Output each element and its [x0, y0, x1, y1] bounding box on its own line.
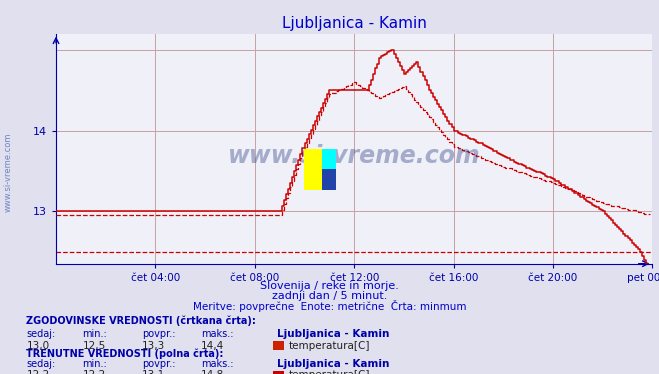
Text: povpr.:: povpr.:: [142, 359, 175, 369]
Text: Meritve: povprečne  Enote: metrične  Črta: minmum: Meritve: povprečne Enote: metrične Črta:…: [192, 300, 467, 312]
Text: www.si-vreme.com: www.si-vreme.com: [228, 144, 480, 168]
Title: Ljubljanica - Kamin: Ljubljanica - Kamin: [282, 16, 426, 31]
Text: TRENUTNE VREDNOSTI (polna črta):: TRENUTNE VREDNOSTI (polna črta):: [26, 349, 224, 359]
Text: sedaj:: sedaj:: [26, 359, 55, 369]
Text: 12,2: 12,2: [26, 370, 49, 374]
Text: zadnji dan / 5 minut.: zadnji dan / 5 minut.: [272, 291, 387, 301]
Text: 13,3: 13,3: [142, 341, 165, 350]
Text: ZGODOVINSKE VREDNOSTI (črtkana črta):: ZGODOVINSKE VREDNOSTI (črtkana črta):: [26, 315, 256, 325]
Text: povpr.:: povpr.:: [142, 329, 175, 338]
Text: sedaj:: sedaj:: [26, 329, 55, 338]
Text: 12,5: 12,5: [82, 341, 105, 350]
Text: Ljubljanica - Kamin: Ljubljanica - Kamin: [277, 329, 389, 338]
Text: 14,8: 14,8: [201, 370, 224, 374]
Text: maks.:: maks.:: [201, 329, 233, 338]
Text: 12,2: 12,2: [82, 370, 105, 374]
Text: Slovenija / reke in morje.: Slovenija / reke in morje.: [260, 281, 399, 291]
Text: min.:: min.:: [82, 329, 107, 338]
Text: www.si-vreme.com: www.si-vreme.com: [4, 132, 13, 212]
Text: min.:: min.:: [82, 359, 107, 369]
Text: temperatura[C]: temperatura[C]: [289, 370, 370, 374]
Text: 14,4: 14,4: [201, 341, 224, 350]
Bar: [322, 169, 336, 190]
Text: maks.:: maks.:: [201, 359, 233, 369]
Bar: [304, 149, 322, 190]
Text: temperatura[C]: temperatura[C]: [289, 341, 370, 350]
Text: 13,0: 13,0: [26, 341, 49, 350]
Bar: [322, 149, 336, 169]
Text: Ljubljanica - Kamin: Ljubljanica - Kamin: [277, 359, 389, 369]
Text: 13,1: 13,1: [142, 370, 165, 374]
